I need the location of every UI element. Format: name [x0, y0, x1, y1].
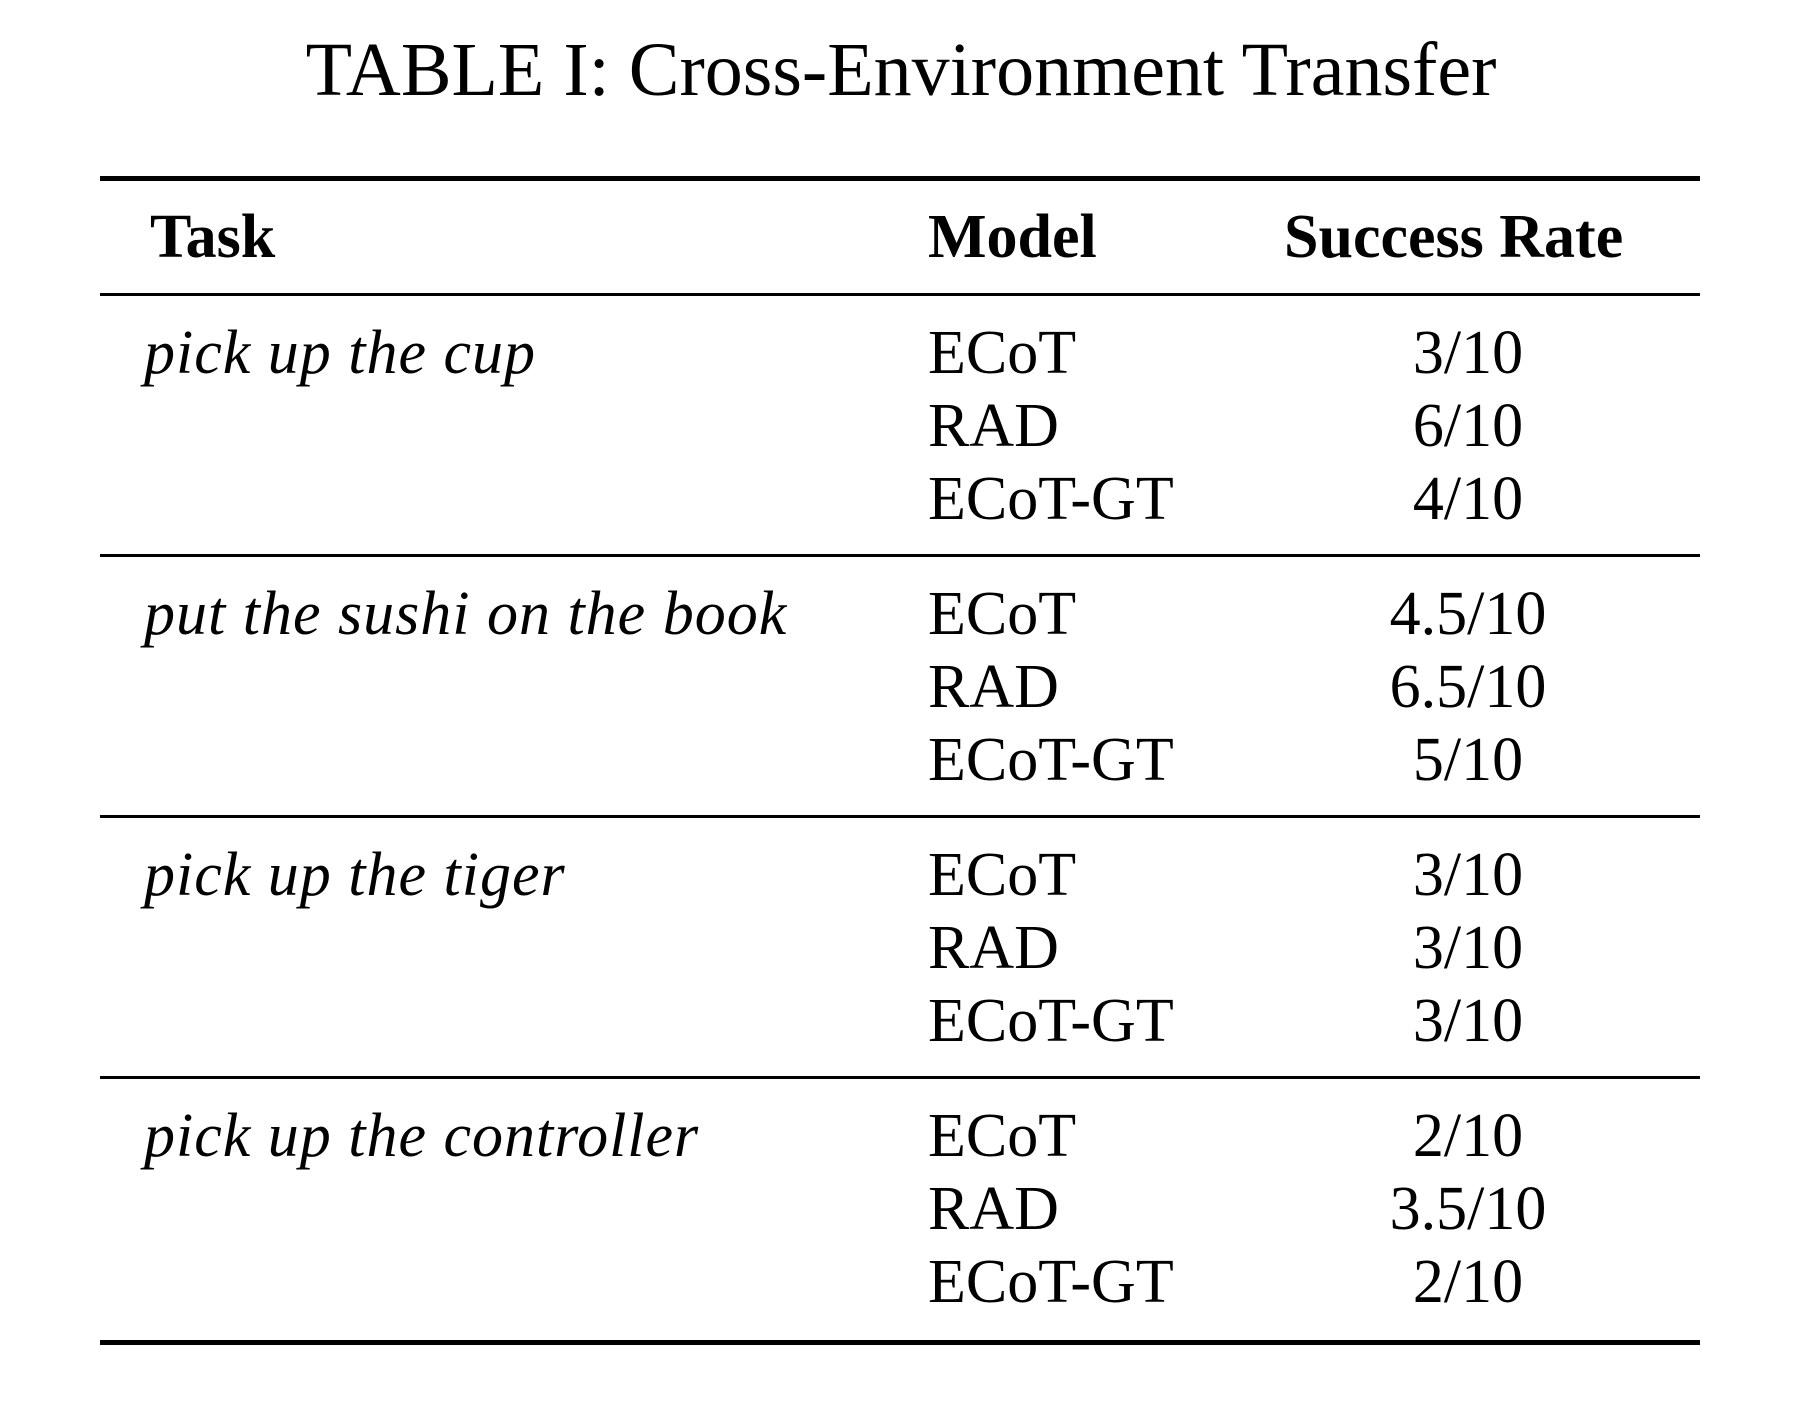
group-rule: [100, 815, 1700, 818]
top-rule: [100, 176, 1700, 181]
group-rule: [100, 1076, 1700, 1079]
model-cell: RAD: [928, 653, 1059, 721]
task-cell: pick up the controller: [144, 1102, 700, 1170]
group-rule: [100, 554, 1700, 557]
model-cell: ECoT: [928, 319, 1077, 387]
model-cell: RAD: [928, 914, 1059, 982]
model-cell: ECoT-GT: [928, 1248, 1174, 1316]
task-cell: pick up the cup: [144, 319, 537, 387]
header-success-rate: Success Rate: [1284, 203, 1624, 271]
task-cell: pick up the tiger: [144, 841, 566, 909]
task-cell: put the sushi on the book: [144, 580, 788, 648]
bottom-rule: [100, 1340, 1700, 1345]
model-cell: RAD: [928, 392, 1059, 460]
table-caption: TABLE I: Cross-Environment Transfer: [305, 28, 1497, 112]
header-model: Model: [928, 203, 1097, 271]
model-cell: ECoT: [928, 841, 1077, 909]
model-cell: ECoT-GT: [928, 465, 1174, 533]
header-task: Task: [150, 203, 276, 271]
model-cell: ECoT: [928, 1102, 1077, 1170]
model-cell: ECoT-GT: [928, 726, 1174, 794]
model-cell: RAD: [928, 1175, 1059, 1243]
header-rule: [100, 293, 1700, 296]
model-cell: ECoT: [928, 580, 1077, 648]
model-cell: ECoT-GT: [928, 987, 1174, 1055]
